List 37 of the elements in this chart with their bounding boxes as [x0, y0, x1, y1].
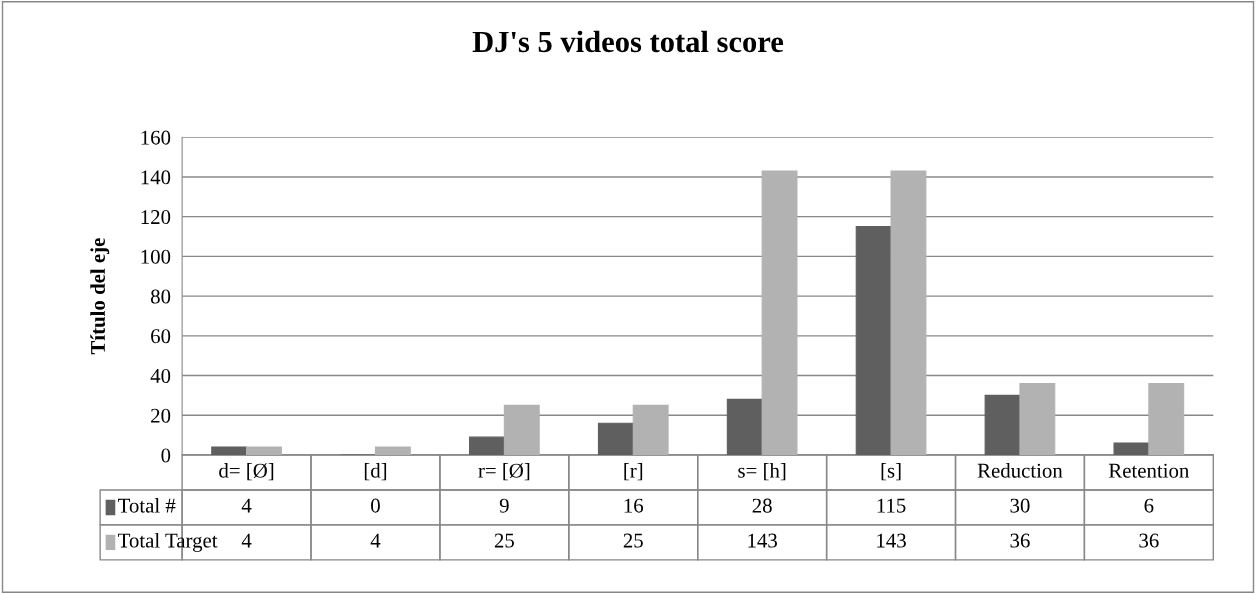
data-label: 28	[752, 498, 772, 513]
data-label: 143	[748, 533, 777, 548]
y-tick-label: 20	[151, 408, 171, 423]
data-label: 36	[1139, 533, 1159, 548]
x-tick-label: s= [h]	[738, 463, 786, 481]
data-label: 9	[499, 498, 509, 513]
legend-label: Total #	[118, 497, 176, 513]
y-tick-label: 60	[151, 329, 171, 344]
data-label: 0	[371, 498, 380, 513]
x-tick-label: [d]	[364, 463, 387, 481]
chart-title: DJ's 5 videos total score	[472, 30, 784, 53]
x-tick-label: d= [Ø]	[219, 463, 274, 481]
data-label: 30	[1010, 498, 1030, 513]
data-label: 6	[1144, 498, 1154, 513]
x-tick-label: Reduction	[977, 463, 1063, 478]
y-axis-title: Título del eje	[90, 238, 110, 355]
data-label: 36	[1010, 533, 1030, 548]
x-tick-label: Retention	[1108, 463, 1190, 478]
data-label: 4	[241, 498, 252, 513]
y-tick-label: 40	[150, 368, 171, 383]
data-label: 25	[494, 533, 514, 548]
data-label: 4	[370, 533, 381, 548]
data-label: 16	[624, 498, 644, 513]
y-tick-label: 100	[141, 249, 171, 264]
data-label: 115	[877, 498, 906, 513]
data-label: 25	[623, 533, 643, 548]
y-tick-label: 120	[141, 210, 171, 225]
y-tick-label: 140	[141, 170, 171, 185]
x-tick-label: [s]	[881, 463, 901, 481]
y-tick-label: 0	[161, 448, 171, 463]
x-tick-label: [r]	[624, 463, 643, 481]
data-label: 143	[877, 533, 906, 548]
y-tick-label: 80	[150, 289, 171, 304]
legend-label: Total Target	[118, 532, 218, 552]
y-tick-label: 160	[141, 130, 171, 145]
data-label: 4	[241, 533, 252, 548]
x-tick-label: r= [Ø]	[478, 463, 530, 481]
